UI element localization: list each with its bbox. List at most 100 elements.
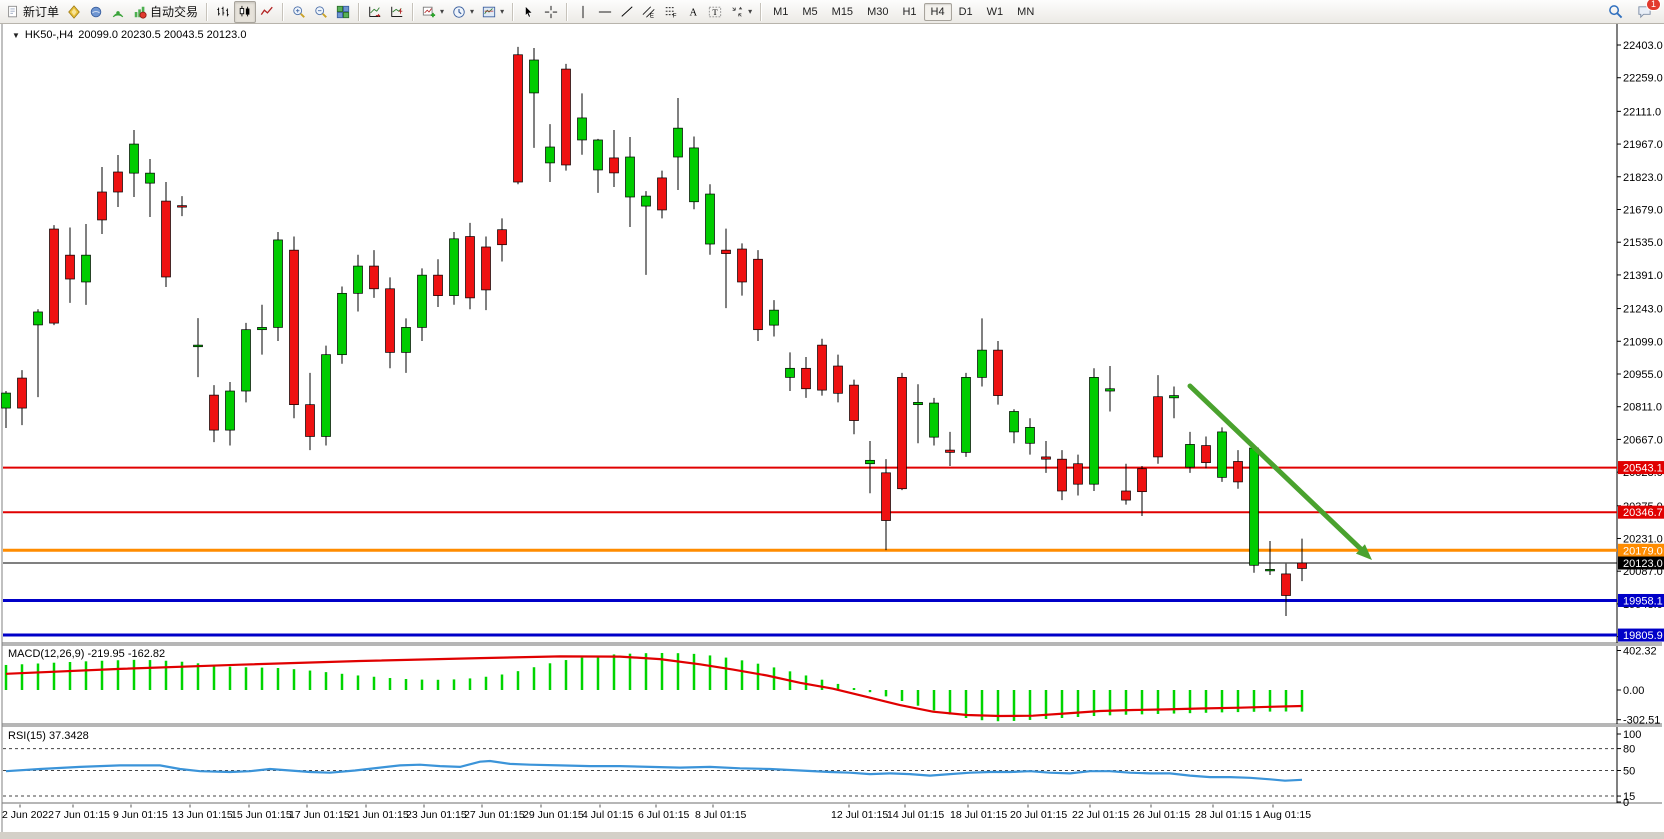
candle xyxy=(1009,411,1019,433)
candle-chart-icon xyxy=(238,5,252,19)
line-chart-button[interactable] xyxy=(256,1,278,23)
cursor-icon xyxy=(522,5,536,19)
toolbar-separator xyxy=(358,2,361,21)
signals-button[interactable] xyxy=(107,1,129,23)
equidistant-channel-button[interactable]: E xyxy=(638,1,660,23)
toolbar: 新订单 自动交易 ▾ ▾ ▾ E F A T ▾ M1 M5 M15 M30 H1 H4 D1 W1 MN 1 xyxy=(0,0,1664,24)
candle xyxy=(65,254,75,280)
trendline-button[interactable] xyxy=(616,1,638,23)
candle xyxy=(1,392,11,409)
new-order-button[interactable]: 新订单 xyxy=(2,1,63,23)
candle xyxy=(929,402,939,438)
new-objects-group: ▾ ▾ ▾ xyxy=(418,1,508,23)
timeframe-m15-button[interactable]: M15 xyxy=(831,5,854,18)
text-label-button[interactable]: T xyxy=(704,1,726,23)
text-button[interactable]: A xyxy=(682,1,704,23)
tile-windows-button[interactable] xyxy=(332,1,354,23)
candle xyxy=(33,311,43,326)
macd-tick-label: 0.00 xyxy=(1623,685,1644,697)
price-line-badge-label: 19805.9 xyxy=(1623,630,1663,642)
candle xyxy=(817,344,827,391)
candle xyxy=(1121,490,1131,501)
bar-chart-button[interactable] xyxy=(212,1,234,23)
macd-indicator-label: MACD(12,26,9) -219.95 -162.82 xyxy=(8,648,166,660)
timeframe-m1-button[interactable]: M1 xyxy=(773,5,789,18)
price-tick-label: 21823.0 xyxy=(1623,172,1663,184)
arrows-dropdown[interactable]: ▾ xyxy=(726,1,756,23)
metaeditor-icon xyxy=(67,4,81,19)
notifications-button[interactable]: 1 xyxy=(1633,0,1661,23)
vertical-line-button[interactable] xyxy=(572,1,594,23)
candle xyxy=(113,171,123,193)
auto-scroll-button[interactable] xyxy=(364,1,386,23)
toolbar-separator xyxy=(760,2,763,21)
chevron-down-icon[interactable]: ▾ xyxy=(748,7,753,16)
date-label: 15 Jun 01:15 xyxy=(231,809,292,821)
templates-dropdown[interactable]: ▾ xyxy=(478,1,508,23)
chart-shift-button[interactable] xyxy=(386,1,408,23)
candle xyxy=(129,143,139,174)
candle xyxy=(1265,569,1275,572)
arrows-icon xyxy=(730,5,744,19)
date-label: 8 Jul 01:15 xyxy=(695,809,747,821)
price-tick-label: 20667.0 xyxy=(1623,434,1663,446)
candle xyxy=(609,157,619,174)
chart-window: 22403.0 22259.0 22111.0 21967.0 21823.0 21679… xyxy=(0,24,1664,839)
horizontal-line-button[interactable] xyxy=(594,1,616,23)
candle xyxy=(561,68,571,166)
price-tick-label: 21243.0 xyxy=(1623,304,1663,316)
candle xyxy=(785,367,795,378)
timeframe-h4-button[interactable]: H4 xyxy=(923,2,952,21)
trend-arrow-annotation[interactable] xyxy=(1187,383,1367,555)
timeframe-m5-button[interactable]: M5 xyxy=(802,5,818,18)
candle xyxy=(1105,388,1115,392)
candle xyxy=(401,327,411,353)
symbol-dropdown-icon[interactable]: ▼ xyxy=(12,30,20,40)
fibonacci-button[interactable]: F xyxy=(660,1,682,23)
date-label: 20 Jul 01:15 xyxy=(1010,809,1067,821)
rsi-line xyxy=(5,759,1303,782)
date-label: 21 Jun 01:15 xyxy=(348,809,409,821)
date-label: 4 Jul 01:15 xyxy=(582,809,634,821)
new-chart-dropdown[interactable]: ▾ xyxy=(418,1,448,23)
date-label: 13 Jun 01:15 xyxy=(172,809,233,821)
timeframe-mn-button[interactable]: MN xyxy=(1017,5,1035,18)
timeframe-m30-button[interactable]: M30 xyxy=(867,5,889,18)
timeframe-h1-button[interactable]: H1 xyxy=(902,5,917,18)
crosshair-button[interactable] xyxy=(540,1,562,23)
new-order-icon xyxy=(6,5,20,19)
svg-text:A: A xyxy=(690,7,698,18)
candlestick-chart-button[interactable] xyxy=(234,0,257,23)
search-button[interactable] xyxy=(1604,1,1627,23)
candle xyxy=(993,349,1003,396)
trend-arrow-head xyxy=(1355,544,1372,560)
toolbar-separator xyxy=(282,2,285,21)
toolbar-right: 1 xyxy=(1604,0,1662,23)
candle xyxy=(657,177,667,211)
line-chart-icon xyxy=(260,5,274,19)
trendline-icon xyxy=(620,5,634,19)
strategy-tester-button[interactable] xyxy=(85,1,107,23)
channel-icon: E xyxy=(642,5,656,19)
date-label: 18 Jul 01:15 xyxy=(950,809,1007,821)
candle xyxy=(497,229,507,246)
crosshair-icon xyxy=(544,5,558,19)
cursor-button[interactable] xyxy=(518,1,540,23)
zoom-in-button[interactable] xyxy=(288,1,310,23)
autotrading-button[interactable]: 自动交易 xyxy=(129,1,202,23)
chevron-down-icon[interactable]: ▾ xyxy=(500,7,505,16)
candle xyxy=(913,402,923,406)
candle xyxy=(1169,395,1179,399)
timeframe-w1-button[interactable]: W1 xyxy=(986,5,1004,18)
tester-icon xyxy=(89,5,103,19)
candle xyxy=(1201,445,1211,463)
chevron-down-icon[interactable]: ▾ xyxy=(440,7,445,16)
metaeditor-button[interactable] xyxy=(63,1,85,23)
zoom-out-button[interactable] xyxy=(310,1,332,23)
chevron-down-icon[interactable]: ▾ xyxy=(470,7,475,16)
toolbar-separator xyxy=(412,2,415,21)
periods-dropdown[interactable]: ▾ xyxy=(448,1,478,23)
candle xyxy=(1217,431,1227,478)
candle xyxy=(801,367,811,390)
timeframe-d1-button[interactable]: D1 xyxy=(958,5,973,18)
